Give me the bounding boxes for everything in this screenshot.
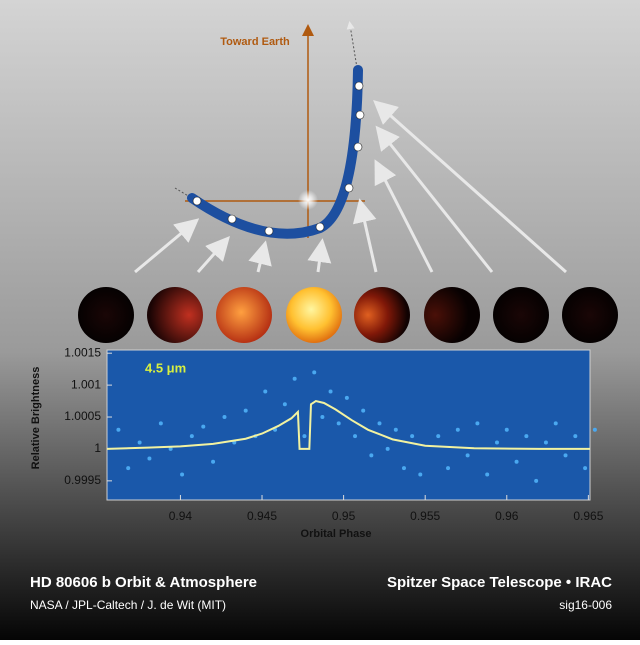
data-point (563, 453, 568, 458)
y-tick-label: 1.0015 (64, 345, 101, 359)
data-point (410, 434, 415, 439)
data-point (189, 434, 194, 439)
data-point (401, 466, 406, 471)
x-tick-label: 0.96 (495, 509, 519, 523)
instrument: Spitzer Space Telescope • IRAC (387, 574, 612, 591)
data-point (243, 408, 248, 413)
model-curve (106, 399, 590, 450)
data-point (385, 446, 390, 451)
data-point (592, 427, 597, 432)
data-point (302, 434, 307, 439)
data-point (455, 427, 460, 432)
credit: NASA / JPL-Caltech / J. de Wit (MIT) (30, 598, 226, 612)
title: HD 80606 b Orbit & Atmosphere (30, 574, 257, 591)
x-tick-label: 0.955 (410, 509, 440, 523)
data-point (344, 395, 349, 400)
data-point (222, 415, 227, 420)
data-point (328, 389, 333, 394)
data-point (436, 434, 441, 439)
data-point (126, 466, 131, 471)
data-point (534, 478, 539, 483)
data-point (168, 446, 173, 451)
data-point (147, 456, 152, 461)
y-axis-label: Relative Brightness (30, 367, 42, 470)
data-point (158, 421, 163, 426)
x-tick-label: 0.94 (169, 509, 193, 523)
data-point (369, 453, 374, 458)
data-point (292, 376, 297, 381)
data-point (504, 427, 509, 432)
data-point (353, 434, 358, 439)
data-point (583, 466, 588, 471)
data-point (465, 453, 470, 458)
y-tick-label: 0.9995 (64, 473, 101, 487)
data-point (320, 415, 325, 420)
data-point (494, 440, 499, 445)
data-point (377, 421, 382, 426)
annotation: 4.5 μm (145, 360, 186, 375)
data-point (201, 424, 206, 429)
y-tick-label: 1.0005 (64, 409, 101, 423)
data-point (418, 472, 423, 477)
data-point (116, 427, 121, 432)
x-axis-label: Orbital Phase (301, 528, 372, 540)
data-point (543, 440, 548, 445)
data-point (137, 440, 142, 445)
x-tick-label: 0.95 (332, 509, 356, 523)
diagram-label: Toward Earth (220, 36, 290, 48)
data-point (312, 370, 317, 375)
data-point (485, 472, 490, 477)
image-id: sig16-006 (559, 598, 612, 612)
data-point (446, 466, 451, 471)
y-tick-label: 1 (94, 441, 101, 455)
data-point (514, 459, 519, 464)
x-tick-label: 0.965 (573, 509, 603, 523)
y-tick-label: 1.001 (71, 377, 101, 391)
data-point (336, 421, 341, 426)
data-point (553, 421, 558, 426)
data-point (282, 402, 287, 407)
data-point (361, 408, 366, 413)
data-point (211, 459, 216, 464)
data-point (524, 434, 529, 439)
data-point (393, 427, 398, 432)
data-point (475, 421, 480, 426)
plot-area (106, 349, 591, 501)
data-point (573, 434, 578, 439)
orbit-diagram (78, 21, 618, 343)
x-tick-label: 0.945 (247, 509, 277, 523)
data-point (180, 472, 185, 477)
data-point (263, 389, 268, 394)
